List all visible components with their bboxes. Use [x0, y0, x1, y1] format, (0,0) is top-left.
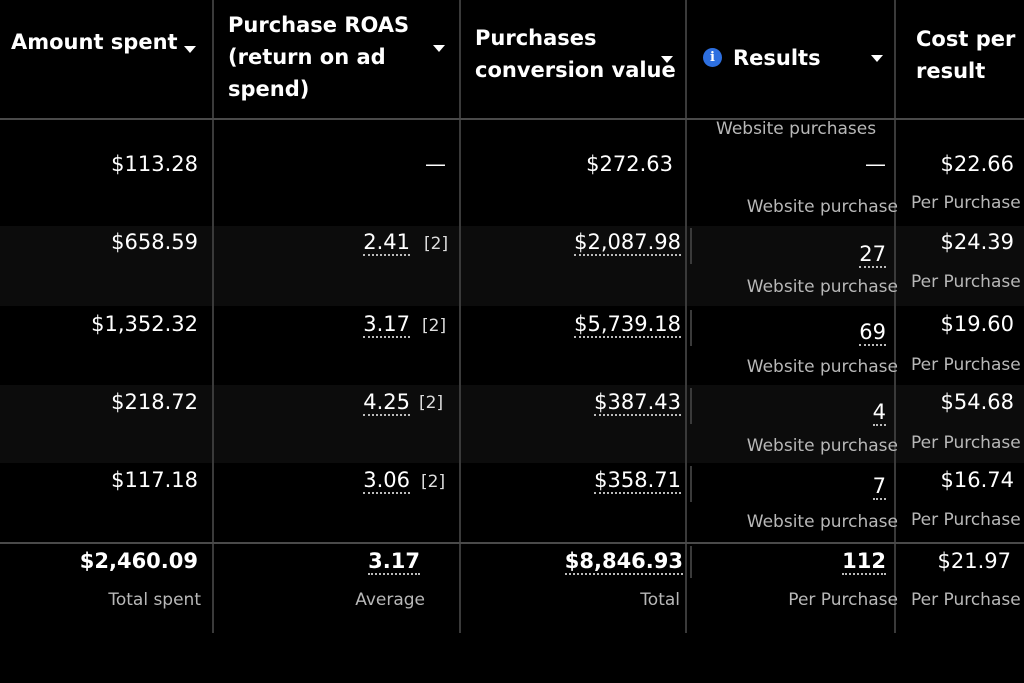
- total-amount-spent: $2,460.09: [79, 549, 198, 573]
- amount-spent-cell: $1,352.32: [91, 312, 198, 336]
- results-subtext: Website purchase: [746, 436, 898, 456]
- cell-divider: [690, 388, 692, 424]
- cost-per-result-subtext: Per Purchase: [911, 272, 1021, 292]
- results-link[interactable]: 27: [859, 242, 886, 268]
- header-divider: [0, 118, 1024, 120]
- conversion-value-link[interactable]: $5,739.18: [574, 312, 681, 338]
- header-pcv-line: conversion value: [475, 58, 676, 82]
- amount-spent-cell: $117.18: [111, 468, 198, 492]
- total-conversion-value-label: Total: [640, 590, 680, 610]
- cost-per-result-subtext: Per Purchase: [911, 193, 1021, 213]
- roas-reference[interactable]: [2]: [421, 472, 446, 492]
- conversion-value-link[interactable]: $387.43: [594, 390, 681, 416]
- sort-caret-down-icon[interactable]: [871, 55, 883, 62]
- amount-spent-cell: $658.59: [111, 230, 198, 254]
- cell-divider: [690, 466, 692, 502]
- header-amount-spent[interactable]: Amount spent: [11, 30, 178, 54]
- results-subtext: Website purchase: [746, 512, 898, 532]
- results-subtext: Website purchase: [746, 197, 898, 217]
- cost-per-result-cell: $24.39: [940, 230, 1014, 254]
- roas-link[interactable]: 3.06: [363, 468, 410, 494]
- total-amount-label: Total spent: [108, 590, 201, 610]
- header-purchase-roas[interactable]: Purchase ROAS (return on ad spend): [228, 9, 409, 105]
- sort-caret-down-icon[interactable]: [661, 56, 673, 63]
- total-conversion-value-link[interactable]: $8,846.93: [564, 549, 683, 575]
- total-results-link[interactable]: 112: [842, 549, 886, 575]
- amount-spent-cell: $218.72: [111, 390, 198, 414]
- conversion-value-cell: $272.63: [586, 152, 673, 176]
- results-link[interactable]: 4: [872, 400, 886, 426]
- header-cpr-line: Cost per: [916, 27, 1016, 51]
- column-divider[interactable]: [212, 0, 214, 633]
- header-purchases-conversion-value[interactable]: Purchases conversion value: [475, 22, 676, 86]
- totals-divider: [0, 542, 1024, 544]
- amount-spent-cell: $113.28: [111, 152, 198, 176]
- header-roas-line: (return on ad: [228, 45, 386, 69]
- header-cpr-line: result: [916, 59, 986, 83]
- header-pcv-line: Purchases: [475, 26, 597, 50]
- header-cost-per-result[interactable]: Cost per result: [916, 23, 1015, 87]
- cost-per-result-cell: $16.74: [940, 468, 1014, 492]
- results-link[interactable]: 7: [872, 474, 886, 500]
- sort-caret-down-icon[interactable]: [433, 45, 445, 52]
- header-results[interactable]: Results: [733, 46, 821, 70]
- column-divider[interactable]: [894, 0, 896, 633]
- conversion-value-link[interactable]: $358.71: [594, 468, 681, 494]
- row-band: [0, 226, 1024, 306]
- roas-cell: —: [425, 152, 446, 176]
- results-subtext: Website purchase: [746, 357, 898, 377]
- header-roas-line: spend): [228, 77, 310, 101]
- roas-link[interactable]: 3.17: [363, 312, 410, 338]
- average-roas-link[interactable]: 3.17: [368, 549, 420, 575]
- cell-divider: [690, 228, 692, 264]
- cell-divider: [690, 310, 692, 346]
- roas-reference[interactable]: [2]: [419, 393, 444, 413]
- results-type-label: Website purchases: [716, 119, 877, 139]
- header-roas-line: Purchase ROAS: [228, 13, 410, 37]
- cell-divider: [690, 546, 692, 578]
- column-divider[interactable]: [459, 0, 461, 633]
- total-cost-per-result: $21.97: [937, 549, 1011, 573]
- cost-per-result-cell: $19.60: [940, 312, 1014, 336]
- roas-link[interactable]: 2.41: [363, 230, 410, 256]
- conversion-value-link[interactable]: $2,087.98: [574, 230, 681, 256]
- results-subtext: Website purchase: [746, 277, 898, 297]
- sort-caret-down-icon[interactable]: [184, 46, 196, 53]
- roas-reference[interactable]: [2]: [422, 316, 447, 336]
- total-cost-per-result-label: Per Purchase: [911, 590, 1021, 610]
- average-roas-label: Average: [355, 590, 425, 610]
- cost-per-result-subtext: Per Purchase: [911, 355, 1021, 375]
- roas-link[interactable]: 4.25: [363, 390, 410, 416]
- cost-per-result-subtext: Per Purchase: [911, 510, 1021, 530]
- roas-reference[interactable]: [2]: [424, 234, 449, 254]
- info-icon[interactable]: i: [703, 48, 722, 67]
- cost-per-result-subtext: Per Purchase: [911, 433, 1021, 453]
- cost-per-result-cell: $54.68: [940, 390, 1014, 414]
- cost-per-result-cell: $22.66: [940, 152, 1014, 176]
- results-cell: —: [865, 152, 886, 176]
- column-divider[interactable]: [685, 0, 687, 633]
- results-link[interactable]: 69: [859, 320, 886, 346]
- total-results-label: Per Purchase: [788, 590, 898, 610]
- row-band: [0, 385, 1024, 463]
